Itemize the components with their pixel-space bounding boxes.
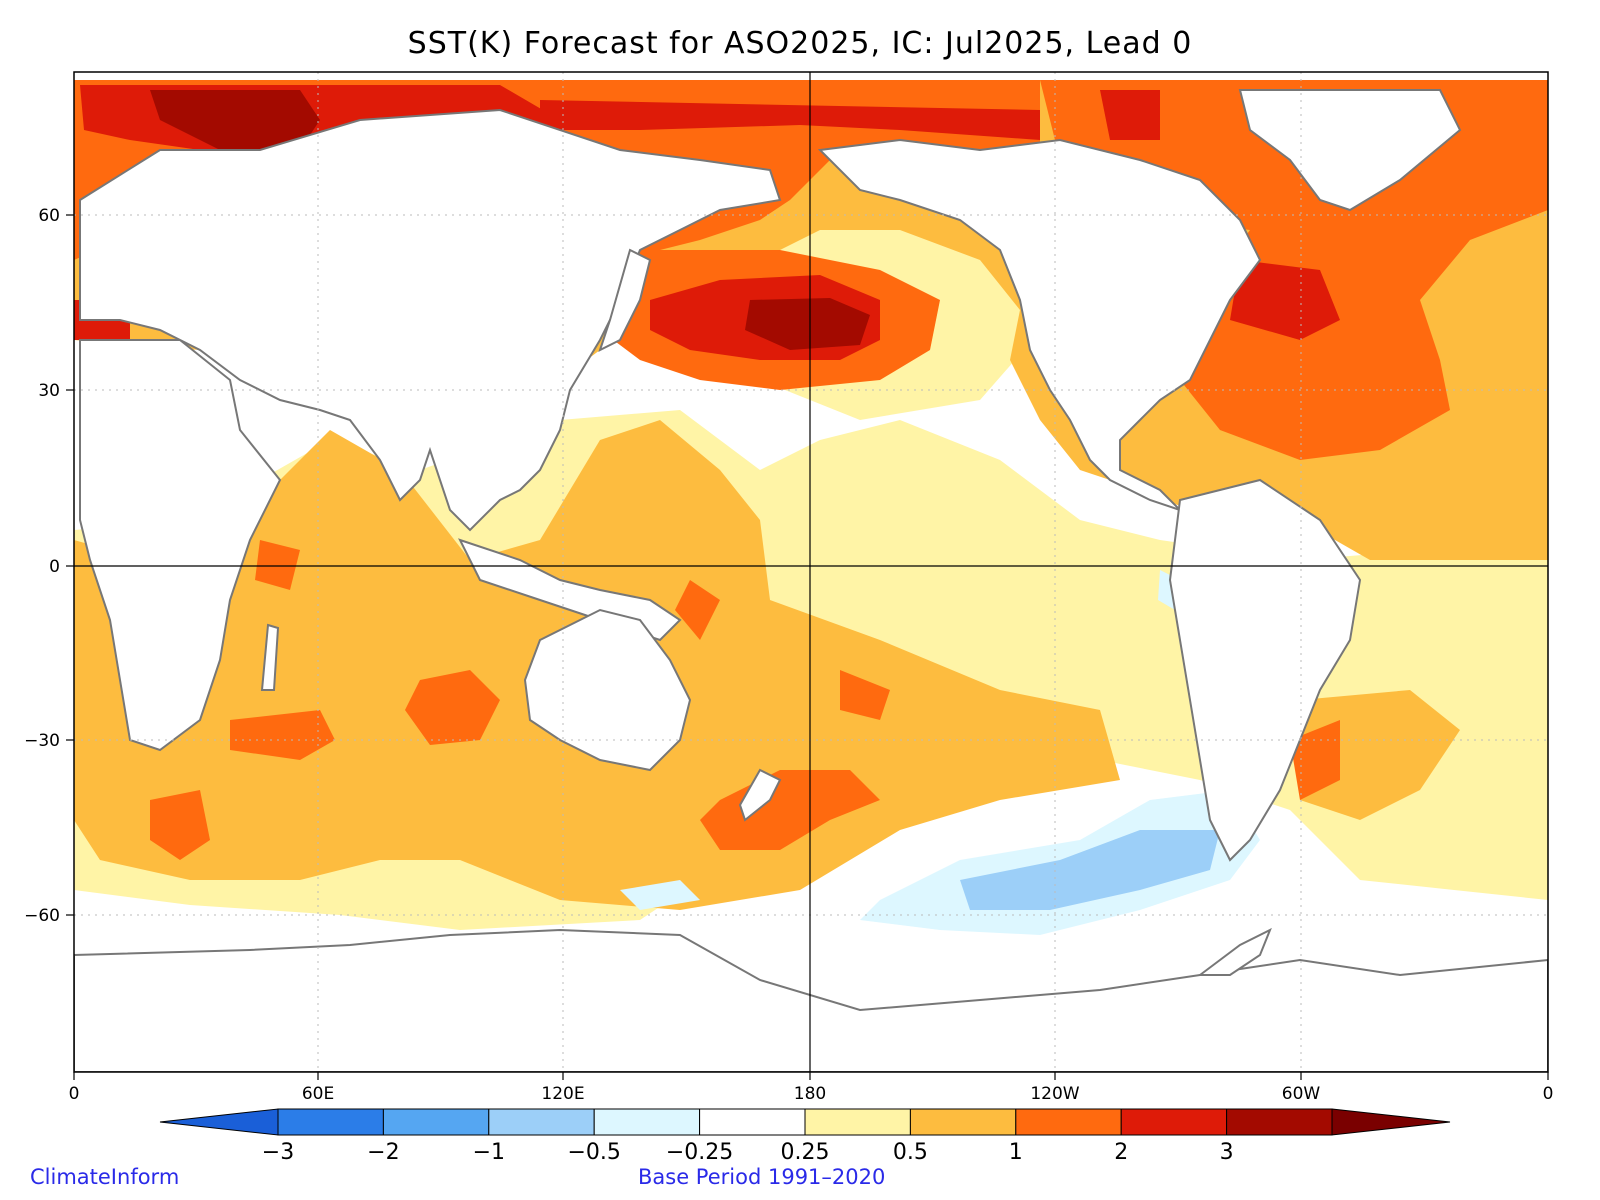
x-tick-label: 120E <box>541 1084 584 1104</box>
colorbar-tick-label: −1 <box>473 1140 505 1165</box>
x-tick-label: 0 <box>69 1084 80 1104</box>
anomaly-shading <box>74 72 1548 1072</box>
x-tick-label: 0 <box>1543 1084 1554 1104</box>
colorbar-low-arrow <box>159 1108 279 1136</box>
colorbar-tick-label: 0.25 <box>781 1140 830 1165</box>
map-title: SST(K) Forecast for ASO2025, IC: Jul2025… <box>407 26 1193 61</box>
colorbar-segment <box>699 1108 806 1136</box>
colorbar-segment <box>488 1108 595 1136</box>
gridlines <box>74 72 1548 1072</box>
colorbar-segment <box>382 1108 490 1136</box>
colorbar-segment <box>909 1108 1017 1136</box>
colorbar-high-arrow <box>1331 1108 1451 1136</box>
x-tick-label: 180 <box>794 1084 826 1104</box>
y-tick-label: 0 <box>49 557 60 577</box>
colorbar-tick-label: 2 <box>1114 1140 1128 1165</box>
colorbar-tick-label: −0.25 <box>666 1140 733 1165</box>
colorbar: −3 −2 −1 −0.5 −0.25 0.25 0.5 1 2 3 <box>159 1108 1451 1165</box>
colorbar-tick-label: 0.5 <box>893 1140 928 1165</box>
x-tick-label: 60E <box>302 1084 334 1104</box>
colorbar-tick-label: 1 <box>1009 1140 1023 1165</box>
colorbar-tick-label: −0.5 <box>567 1140 620 1165</box>
colorbar-tick-label: 3 <box>1220 1140 1234 1165</box>
x-tick-label: 120W <box>1030 1084 1079 1104</box>
colorbar-tick-label: −2 <box>367 1140 399 1165</box>
base-period-label: Base Period 1991–2020 <box>638 1165 886 1189</box>
colorbar-segment <box>1015 1108 1122 1136</box>
y-tick-label: −30 <box>24 731 60 751</box>
colorbar-segment <box>1226 1108 1333 1136</box>
colorbar-segment <box>804 1108 911 1136</box>
map-frame <box>73 71 1549 1073</box>
colorbar-segment <box>1120 1108 1228 1136</box>
colorbar-segment <box>593 1108 701 1136</box>
colorbar-tick-label: −3 <box>262 1140 294 1165</box>
y-tick-label: −60 <box>24 906 60 926</box>
colorbar-segment <box>277 1108 384 1136</box>
y-tick-label: 60 <box>38 206 60 226</box>
y-tick-label: 30 <box>38 381 60 401</box>
x-tick-label: 60W <box>1282 1084 1321 1104</box>
credit-label: ClimateInform <box>30 1165 180 1189</box>
